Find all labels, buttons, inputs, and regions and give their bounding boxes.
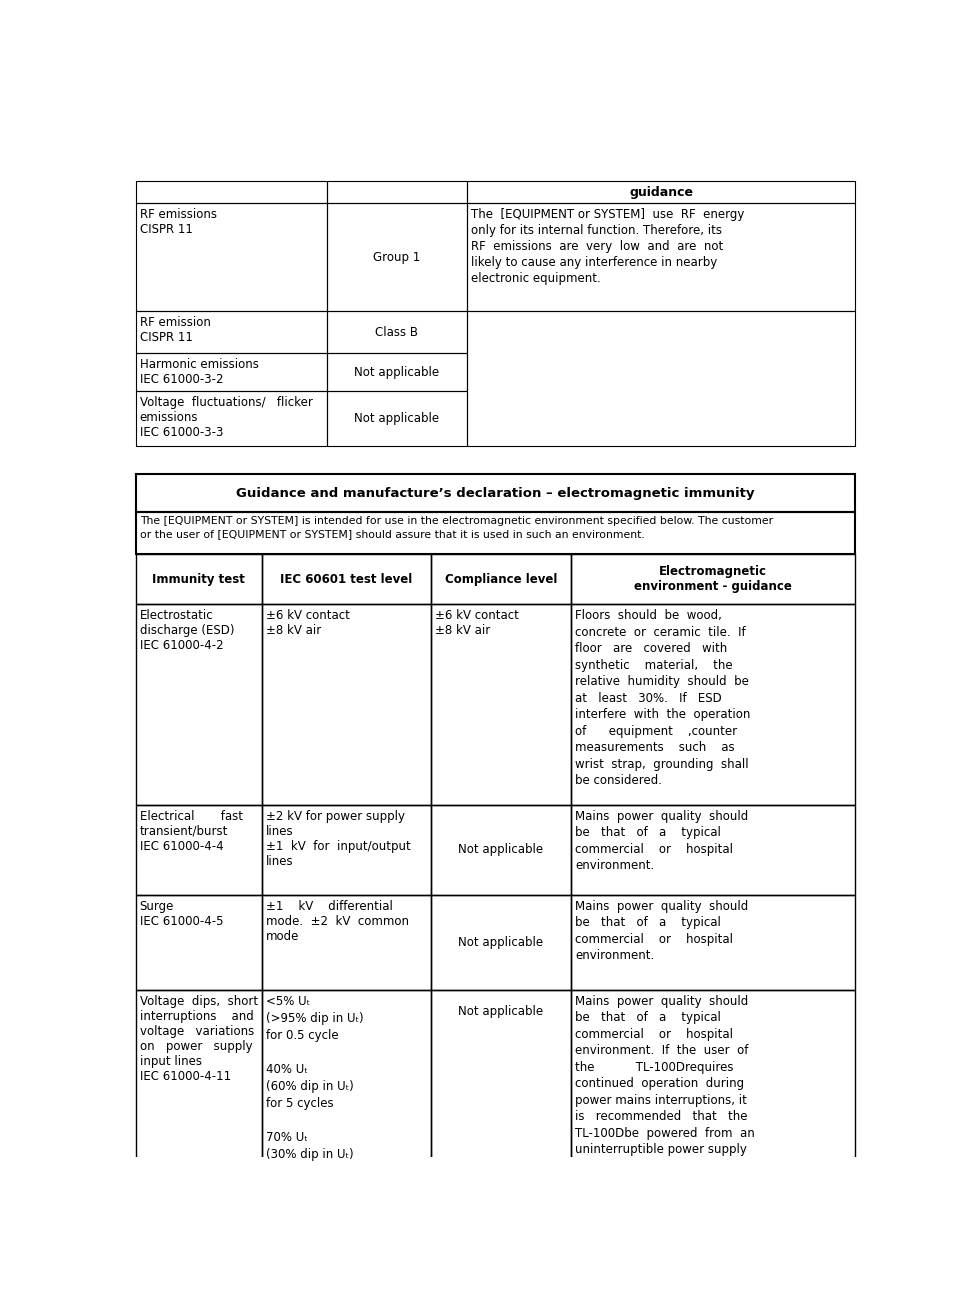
Text: Electrostatic
discharge (ESD)
IEC 61000-4-2: Electrostatic discharge (ESD) IEC 61000-… bbox=[139, 610, 234, 653]
Bar bbox=[262, 805, 431, 894]
Bar bbox=[135, 474, 856, 512]
Bar bbox=[262, 604, 431, 805]
Bar bbox=[135, 894, 262, 989]
Text: Electromagnetic
environment - guidance: Electromagnetic environment - guidance bbox=[634, 566, 792, 593]
Bar bbox=[467, 203, 856, 311]
Text: IEC 60601 test level: IEC 60601 test level bbox=[280, 573, 413, 586]
Text: The  [EQUIPMENT or SYSTEM]  use  RF  energy
only for its internal function. Ther: The [EQUIPMENT or SYSTEM] use RF energy … bbox=[471, 208, 744, 285]
Bar bbox=[431, 894, 571, 989]
Bar bbox=[135, 554, 262, 604]
Text: Guidance and manufacture’s declaration – electromagnetic immunity: Guidance and manufacture’s declaration –… bbox=[236, 486, 755, 499]
Bar bbox=[135, 512, 856, 554]
Bar bbox=[431, 604, 571, 805]
Bar bbox=[327, 391, 467, 446]
Text: guidance: guidance bbox=[630, 186, 693, 199]
Bar bbox=[571, 604, 856, 805]
Text: Floors  should  be  wood,
concrete  or  ceramic  tile.  If
floor   are   covered: Floors should be wood, concrete or ceram… bbox=[574, 610, 750, 788]
Bar bbox=[467, 311, 856, 446]
Text: ±2 kV for power supply
lines
±1  kV  for  input/output
lines: ±2 kV for power supply lines ±1 kV for i… bbox=[266, 810, 410, 867]
Bar bbox=[262, 989, 431, 1205]
Bar bbox=[135, 989, 262, 1205]
Bar bbox=[135, 181, 327, 203]
Bar bbox=[135, 604, 262, 805]
Text: Immunity test: Immunity test bbox=[153, 573, 246, 586]
Text: <5% Uₜ
(>95% dip in Uₜ)
for 0.5 cycle

40% Uₜ
(60% dip in Uₜ)
for 5 cycles

70% : <5% Uₜ (>95% dip in Uₜ) for 0.5 cycle 40… bbox=[266, 994, 364, 1161]
Bar bbox=[327, 354, 467, 391]
Bar bbox=[262, 554, 431, 604]
Text: ±6 kV contact
±8 kV air: ±6 kV contact ±8 kV air bbox=[434, 610, 518, 637]
Bar bbox=[571, 989, 856, 1205]
Text: Mains  power  quality  should
be   that   of   a    typical
commercial    or    : Mains power quality should be that of a … bbox=[574, 994, 754, 1156]
Bar bbox=[431, 805, 571, 894]
Bar bbox=[135, 805, 262, 894]
Text: Group 1: Group 1 bbox=[373, 251, 421, 264]
Text: Not applicable: Not applicable bbox=[354, 412, 439, 425]
Bar bbox=[135, 311, 327, 354]
Text: Voltage  fluctuations/   flicker
emissions
IEC 61000-3-3: Voltage fluctuations/ flicker emissions … bbox=[139, 396, 312, 439]
Text: Not applicable: Not applicable bbox=[458, 1005, 543, 1018]
Text: Not applicable: Not applicable bbox=[458, 936, 543, 949]
Bar bbox=[327, 181, 467, 203]
Text: RF emission
CISPR 11: RF emission CISPR 11 bbox=[139, 316, 211, 344]
Bar bbox=[571, 805, 856, 894]
Bar bbox=[571, 894, 856, 989]
Text: Electrical       fast
transient/burst
IEC 61000-4-4: Electrical fast transient/burst IEC 6100… bbox=[139, 810, 243, 853]
Text: Voltage  dips,  short
interruptions    and
voltage   variations
on   power   sup: Voltage dips, short interruptions and vo… bbox=[139, 994, 258, 1083]
Text: ±1    kV    differential
mode.  ±2  kV  common
mode: ±1 kV differential mode. ±2 kV common mo… bbox=[266, 900, 408, 942]
Bar bbox=[135, 391, 327, 446]
Text: Compliance level: Compliance level bbox=[445, 573, 557, 586]
Text: Mains  power  quality  should
be   that   of   a    typical
commercial    or    : Mains power quality should be that of a … bbox=[574, 900, 748, 962]
Text: The [EQUIPMENT or SYSTEM] is intended for use in the electromagnetic environment: The [EQUIPMENT or SYSTEM] is intended fo… bbox=[139, 516, 773, 538]
Text: Harmonic emissions
IEC 61000-3-2: Harmonic emissions IEC 61000-3-2 bbox=[139, 359, 258, 386]
Bar bbox=[327, 203, 467, 311]
Bar bbox=[431, 554, 571, 604]
Bar bbox=[467, 181, 856, 203]
Text: Not applicable: Not applicable bbox=[354, 365, 439, 378]
Text: Class B: Class B bbox=[375, 326, 418, 339]
Text: Mains  power  quality  should
be   that   of   a    typical
commercial    or    : Mains power quality should be that of a … bbox=[574, 810, 748, 872]
Bar bbox=[327, 311, 467, 354]
Bar bbox=[135, 354, 327, 391]
Text: Not applicable: Not applicable bbox=[458, 844, 543, 857]
Bar bbox=[262, 894, 431, 989]
Text: ±6 kV contact
±8 kV air: ±6 kV contact ±8 kV air bbox=[266, 610, 349, 637]
Bar bbox=[571, 554, 856, 604]
Bar bbox=[431, 989, 571, 1205]
Bar bbox=[135, 203, 327, 311]
Text: RF emissions
CISPR 11: RF emissions CISPR 11 bbox=[139, 208, 217, 237]
Text: Surge
IEC 61000-4-5: Surge IEC 61000-4-5 bbox=[139, 900, 223, 928]
